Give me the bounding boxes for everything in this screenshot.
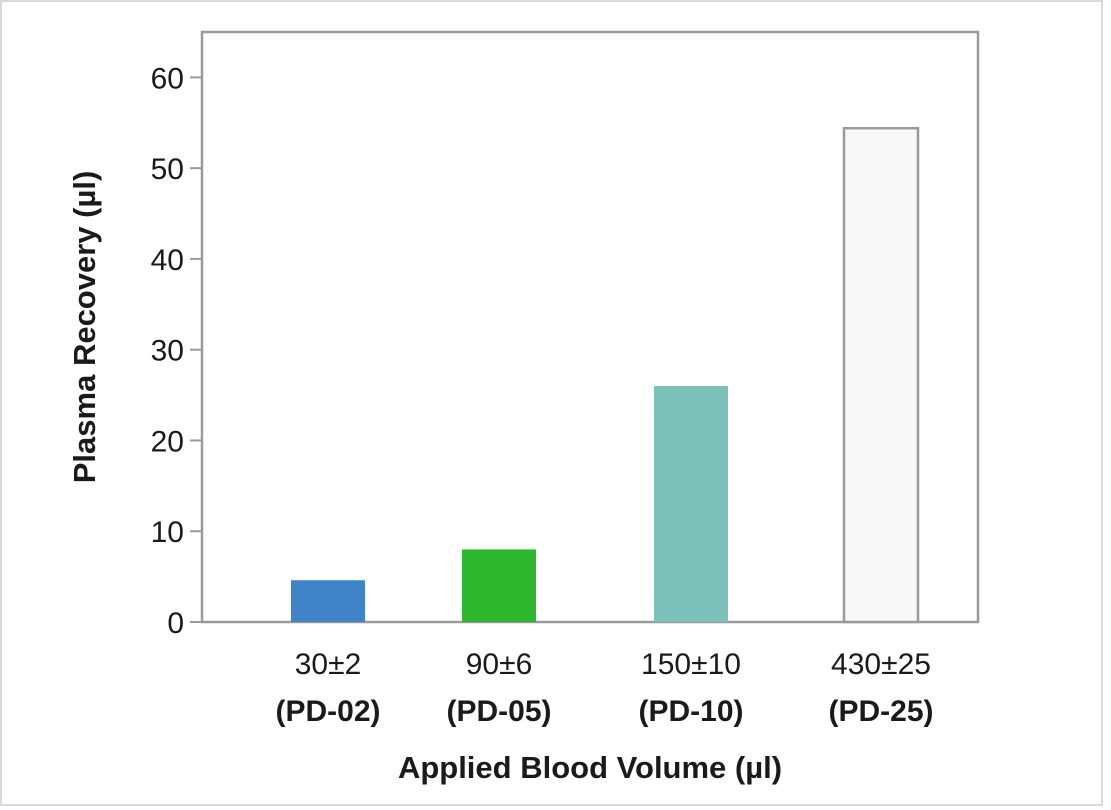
y-tick-label: 60 (151, 62, 184, 95)
x-tick-label-model: (PD-25) (828, 695, 933, 728)
y-tick-label: 0 (167, 607, 184, 640)
bar (291, 580, 365, 622)
y-axis-title: Plasma Recovery (µl) (67, 171, 102, 484)
y-axis-ticks: 0 10 20 30 40 50 60 (151, 62, 202, 640)
bars (291, 126, 920, 624)
bar (842, 126, 920, 624)
y-tick-label: 40 (151, 244, 184, 277)
y-tick-label: 50 (151, 153, 184, 186)
x-tick-label-model: (PD-02) (275, 695, 380, 728)
x-tick-label-model: (PD-05) (446, 695, 551, 728)
y-tick-label: 10 (151, 516, 184, 549)
y-tick-label: 20 (151, 425, 184, 458)
x-tick-label-model: (PD-10) (638, 695, 743, 728)
x-tick-label-volume: 150±10 (641, 648, 741, 681)
bar (462, 549, 536, 622)
x-tick-label-volume: 430±25 (831, 648, 931, 681)
x-tick-label-volume: 30±2 (295, 648, 362, 681)
x-tick-label-volume: 90±6 (466, 648, 533, 681)
x-axis-labels: 30±2 (PD-02) 90±6 (PD-05) 150±10 (PD-10) 430±2… (275, 648, 933, 728)
bar (654, 386, 728, 622)
x-axis-title: Applied Blood Volume (µl) (398, 750, 782, 785)
y-tick-label: 30 (151, 335, 184, 368)
